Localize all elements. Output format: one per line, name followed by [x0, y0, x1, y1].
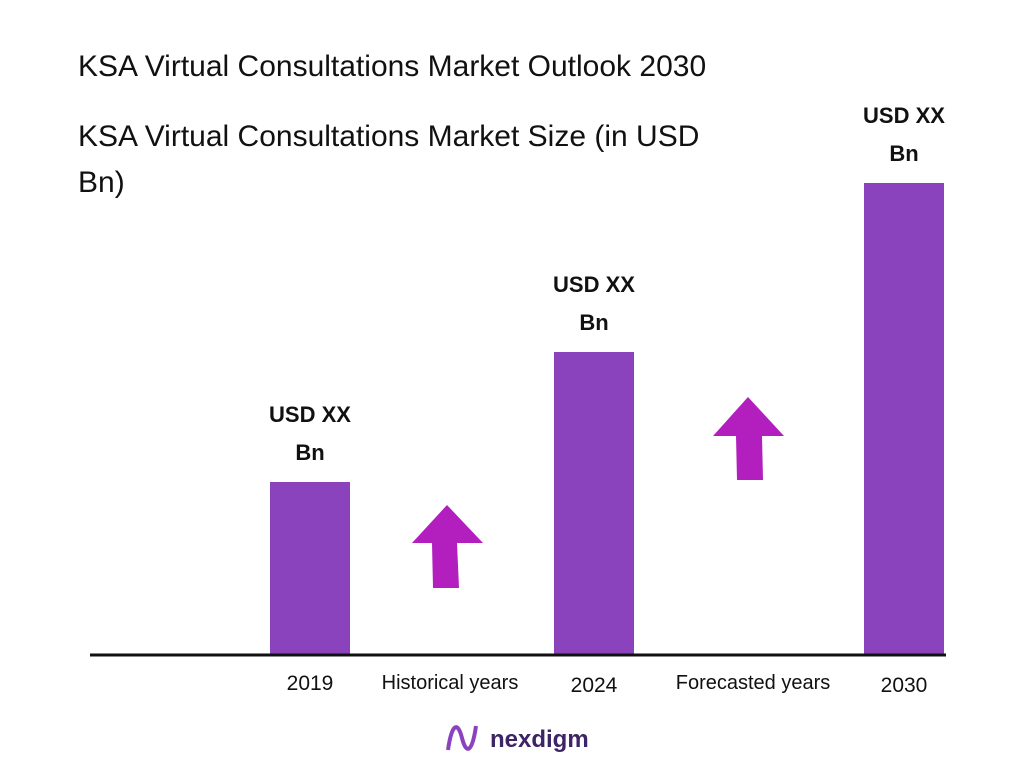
- bar: [270, 482, 350, 655]
- bar: [554, 352, 634, 655]
- bar: [864, 183, 944, 655]
- arrow: [412, 505, 483, 588]
- chart-title: KSA Virtual Consultations Market Outlook…: [78, 50, 707, 83]
- logo: nexdigm: [490, 726, 589, 753]
- logo-icon: [446, 725, 478, 751]
- annotation: Historical years: [381, 672, 519, 694]
- x-tick-label: 2019: [286, 672, 334, 695]
- chart-subtitle: KSA Virtual Consultations Market Size (i…: [78, 120, 700, 199]
- value-label: USD XX Bn: [863, 103, 945, 166]
- annotation: Forecasted years: [675, 672, 831, 694]
- x-tick-label: 2030: [880, 674, 928, 697]
- value-label: USD XX Bn: [269, 402, 351, 465]
- arrow: [713, 397, 784, 480]
- x-tick-label: 2024: [570, 674, 618, 697]
- value-label: USD XX Bn: [553, 272, 635, 335]
